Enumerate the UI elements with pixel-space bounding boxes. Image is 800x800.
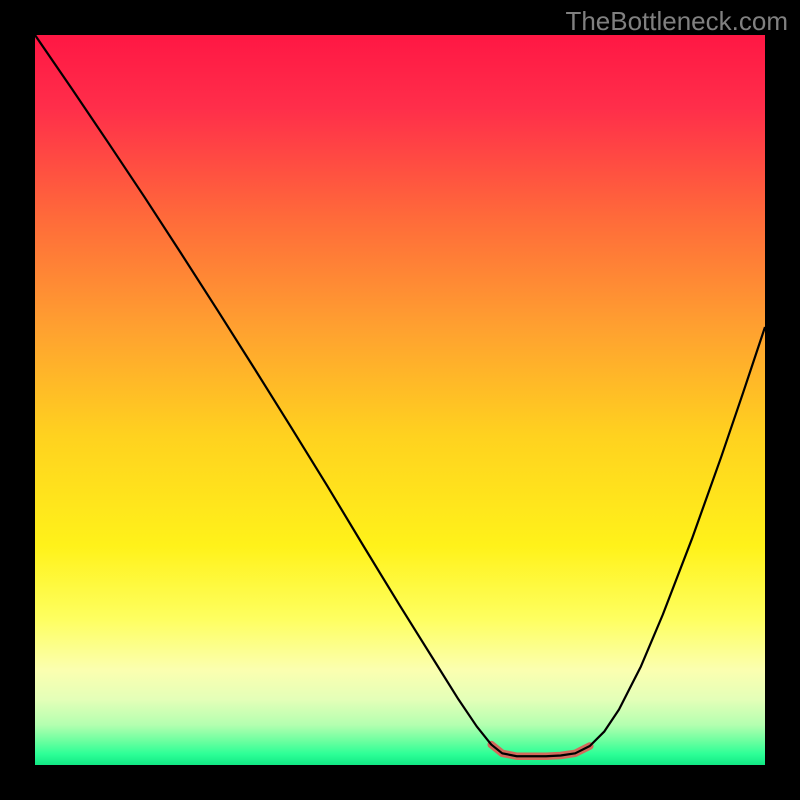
watermark-text: TheBottleneck.com	[565, 6, 788, 37]
main-curve	[35, 35, 765, 756]
chart-frame: TheBottleneck.com	[0, 0, 800, 800]
curve-layer	[35, 35, 765, 765]
plot-area	[35, 35, 765, 765]
